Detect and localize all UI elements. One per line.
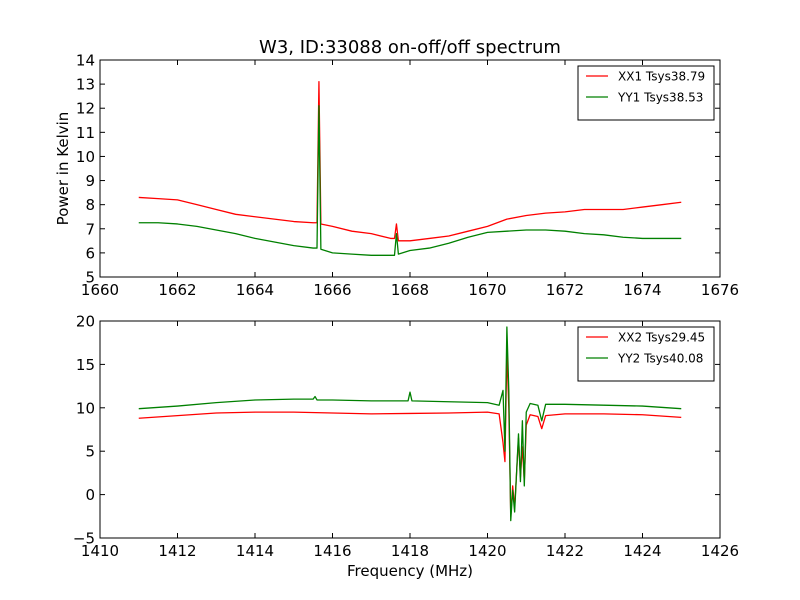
x-tick-label: 1424 xyxy=(623,542,661,560)
y-tick-label: 15 xyxy=(76,356,95,374)
y-tick-label: 13 xyxy=(76,76,95,94)
chart-panel-2: 1410 1412 1414 1416 1418 1420 1422 1424 1426 −5 0 5… xyxy=(73,313,739,581)
x-tick-label: 1674 xyxy=(623,281,661,299)
y-tick-label: 7 xyxy=(85,220,95,238)
x-tick-label: 1672 xyxy=(546,281,584,299)
legend-entry: YY2 Tsys40.08 xyxy=(617,352,703,366)
y-tick-label: 20 xyxy=(76,313,95,331)
legend-2: XX2 Tsys29.45 YY2 Tsys40.08 xyxy=(577,326,715,382)
x-tick-label: 1410 xyxy=(81,542,119,560)
y-tick-label: 8 xyxy=(85,196,95,214)
legend-box xyxy=(577,65,715,121)
x-tick-label: 1426 xyxy=(701,542,739,560)
y-tick-label: 5 xyxy=(85,443,95,461)
y-tick-label: 6 xyxy=(85,244,95,262)
x-tick-label: 1662 xyxy=(158,281,196,299)
legend-box xyxy=(577,326,715,382)
x-tick-label: 1666 xyxy=(313,281,351,299)
y-tick-label: 14 xyxy=(76,52,95,70)
x-tick-label: 1422 xyxy=(546,542,584,560)
series-line-1-2 xyxy=(138,105,682,256)
x-tick-label: 1412 xyxy=(158,542,196,560)
figure-title: W3, ID:33088 on-off/off spectrum xyxy=(259,37,561,58)
y-tick-label: 10 xyxy=(76,399,95,417)
y-tick-label: 10 xyxy=(76,148,95,166)
x-tick-label: 1676 xyxy=(701,281,739,299)
x-tick-label: 1668 xyxy=(391,281,429,299)
x-tick-label: 1670 xyxy=(468,281,506,299)
legend-entry: YY1 Tsys38.53 xyxy=(617,91,703,105)
x-tick-label: 1420 xyxy=(468,542,506,560)
x-tick-label: 1418 xyxy=(391,542,429,560)
x-tick-label: 1414 xyxy=(236,542,274,560)
series-line-1-1 xyxy=(138,81,682,242)
x-axis-label: Frequency (MHz) xyxy=(347,562,473,580)
y-tick-label: 11 xyxy=(76,124,95,142)
y-tick-label: 0 xyxy=(85,486,95,504)
y-tick-label: 9 xyxy=(85,172,95,190)
y-tick-label: −5 xyxy=(73,530,95,548)
series-line-2-2 xyxy=(138,326,682,522)
x-tick-label: 1664 xyxy=(236,281,274,299)
chart-panel-1: 1660 1662 1664 1666 1668 1670 1672 1674 1676 5 6 7 8… xyxy=(54,52,739,300)
y-axis-label: Power in Kelvin xyxy=(54,112,72,226)
legend-entry: XX1 Tsys38.79 xyxy=(618,70,705,84)
y-tick-label: 5 xyxy=(85,269,95,287)
x-tick-label: 1660 xyxy=(81,281,119,299)
legend-1: XX1 Tsys38.79 YY1 Tsys38.53 xyxy=(577,65,715,121)
legend-entry: XX2 Tsys29.45 xyxy=(618,331,705,345)
y-tick-label: 12 xyxy=(76,100,95,118)
x-tick-label: 1416 xyxy=(313,542,351,560)
